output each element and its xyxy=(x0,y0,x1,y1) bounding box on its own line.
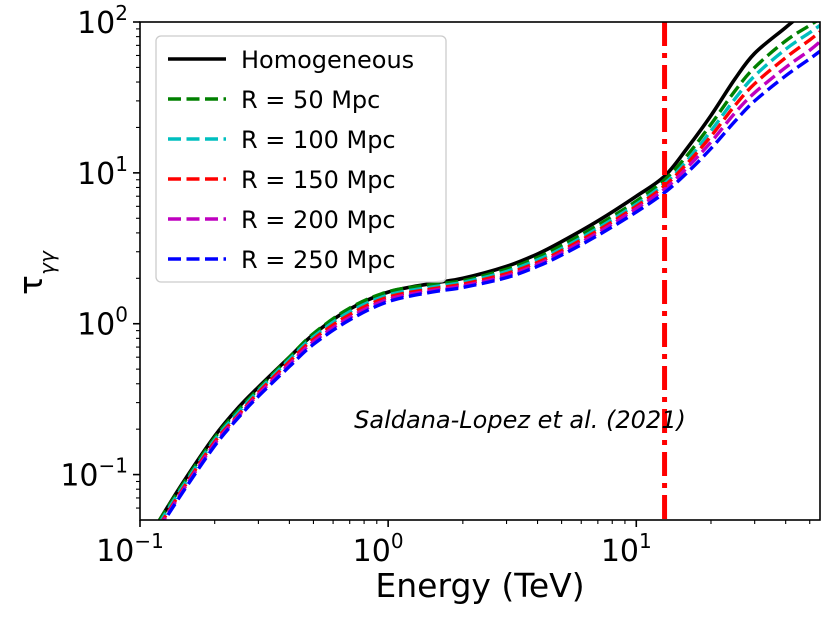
x-tick-label: 10−1 xyxy=(96,529,164,569)
series-line-r-250-mpc xyxy=(162,49,820,520)
y-axis-label: τ xyxy=(11,275,50,295)
legend-label: Homogeneous xyxy=(241,46,414,74)
y-tick-label: 100 xyxy=(77,303,128,343)
legend-box xyxy=(155,35,447,283)
legend-label: R = 100 Mpc xyxy=(241,126,396,154)
x-axis-label: Energy (TeV) xyxy=(375,566,584,605)
y-tick-label: 10−1 xyxy=(60,454,128,494)
legend: Homogeneous R = 50 Mpc R = 100 Mpc R = 150 … xyxy=(155,35,447,283)
series-layer xyxy=(157,22,820,520)
x-tick-label: 100 xyxy=(353,529,404,569)
x-tick-label: 101 xyxy=(601,529,652,569)
legend-label: R = 150 Mpc xyxy=(241,166,396,194)
tick-layer: 10−1 100 101 10−1 100 101 102 xyxy=(60,1,811,569)
y-tick-label: 101 xyxy=(77,152,128,192)
plot-frame xyxy=(139,21,821,521)
legend-label: R = 250 Mpc xyxy=(241,246,396,274)
y-axis-label-group: τ γγ xyxy=(11,250,59,295)
annotation-text: Saldana-Lopez et al. (2021) xyxy=(354,406,686,434)
legend-label: R = 200 Mpc xyxy=(241,206,396,234)
legend-label: R = 50 Mpc xyxy=(241,86,380,114)
y-axis-label-subscript: γγ xyxy=(35,250,59,275)
y-tick-label: 102 xyxy=(77,1,128,41)
